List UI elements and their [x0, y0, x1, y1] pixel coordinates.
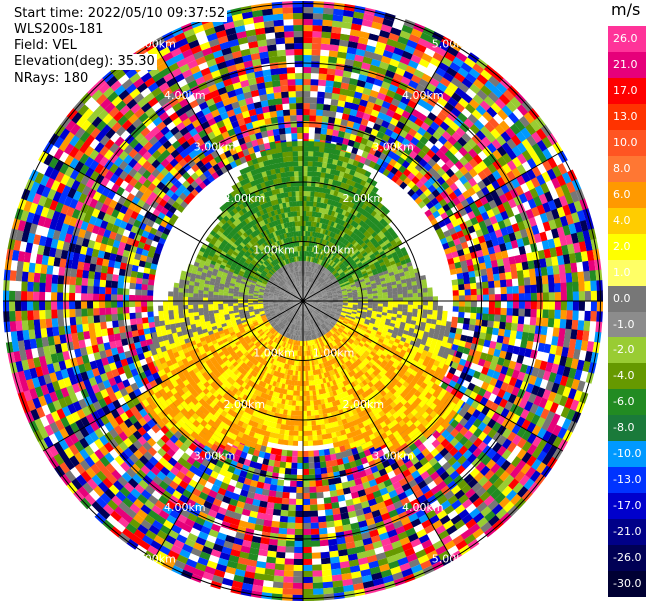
range-ring-label: 5.00km	[432, 553, 474, 566]
colorbar-segment	[608, 493, 646, 520]
colorbar-tick-label: 1.0	[613, 266, 631, 279]
range-ring-label: 3.00km	[372, 450, 414, 463]
colorbar-segment	[608, 26, 646, 53]
colorbar-segment	[608, 571, 646, 598]
azimuth-spoke	[42, 300, 304, 452]
range-ring-label: 4.00km	[164, 89, 206, 102]
colorbar-tick-label: 0.0	[613, 292, 631, 305]
colorbar-tick-label: 6.0	[613, 188, 631, 201]
colorbar-segment	[608, 233, 646, 261]
azimuth-spoke	[302, 300, 454, 562]
colorbar-tick-label: 8.0	[613, 162, 631, 175]
colorbar-tick-label: -4.0	[613, 369, 634, 382]
colorbar-segment	[608, 207, 646, 235]
colorbar-segment	[608, 129, 646, 157]
colorbar-segment	[608, 389, 646, 416]
colorbar-segment	[608, 181, 646, 209]
colorbar-segment	[608, 519, 646, 546]
range-ring-labels: 1.00km 1.00km 1.00km 1.00km 2.00km 2.00km 2.00…	[134, 37, 473, 565]
range-ring-label: 2.00km	[224, 398, 266, 411]
colorbar-unit: m/s	[611, 0, 640, 19]
colorbar-segment	[608, 259, 646, 287]
range-ring-label: 2.00km	[343, 192, 385, 205]
range-ring-label: 5.00km	[134, 37, 176, 50]
colorbar-segment	[608, 51, 646, 79]
colorbar-segment	[608, 103, 646, 131]
colorbar-tick-label: 4.0	[613, 214, 631, 227]
colorbar-tick-label: 2.0	[613, 240, 631, 253]
range-ring-label: 1.00km	[313, 243, 355, 256]
colorbar-segment	[608, 467, 646, 494]
colorbar-tick-label: -13.0	[613, 473, 641, 486]
azimuth-spoke	[302, 150, 564, 302]
range-ring-grid	[3, 1, 603, 601]
range-ring-label: 1.00km	[253, 347, 295, 360]
colorbar-segment	[608, 77, 646, 105]
range-ring-label: 2.00km	[224, 192, 266, 205]
range-ring-label: 4.00km	[402, 501, 444, 514]
colorbar-segment	[608, 363, 646, 390]
colorbar-segment	[608, 285, 646, 312]
colorbar-tick-label: 17.0	[613, 84, 638, 97]
colorbar-tick-label: -30.0	[613, 577, 641, 590]
colorbar-tick-label: -2.0	[613, 343, 634, 356]
colorbar-tick-label: -26.0	[613, 551, 641, 564]
colorbar-tick-label: -1.0	[613, 318, 634, 331]
colorbar-tick-label: -17.0	[613, 499, 641, 512]
elevation-label: Elevation(deg): 35.30	[12, 54, 157, 70]
colorbar-tick-label: 13.0	[613, 110, 638, 123]
colorbar-tick-label: -6.0	[613, 395, 634, 408]
range-ring-label: 5.00km	[134, 553, 176, 566]
instrument-label: WLS200s-181	[12, 22, 106, 38]
range-ring-label: 3.00km	[194, 140, 236, 153]
azimuth-spoke	[302, 300, 564, 452]
range-ring-label: 1.00km	[313, 347, 355, 360]
range-ring-label: 4.00km	[402, 89, 444, 102]
velocity-field	[138, 140, 465, 451]
colorbar-tick-label: 26.0	[613, 32, 638, 45]
range-ring-label: 5.00km	[432, 37, 474, 50]
colorbar-segment	[608, 441, 646, 468]
azimuth-spoke	[42, 150, 304, 302]
range-ring-label: 4.00km	[164, 501, 206, 514]
field-label: Field: VEL	[12, 38, 79, 54]
noise-rings	[3, 0, 603, 601]
radar-ppi-display: 1.00km 1.00km 1.00km 1.00km 2.00km 2.00km 2.00…	[3, 0, 603, 601]
range-ring-label: 2.00km	[343, 398, 385, 411]
azimuth-spoke	[152, 40, 304, 302]
range-ring-label: 3.00km	[194, 450, 236, 463]
colorbar-tick-label: -21.0	[613, 525, 641, 538]
colorbar-tick-label: -10.0	[613, 447, 641, 460]
colorbar-tick-label: 21.0	[613, 58, 638, 71]
colorbar-segment	[608, 415, 646, 442]
range-ring-label: 1.00km	[253, 243, 295, 256]
colorbar-tick-label: -8.0	[613, 421, 634, 434]
nrays-label: NRays: 180	[12, 71, 91, 87]
azimuth-spoke	[302, 40, 454, 302]
colorbar-segment	[608, 155, 646, 183]
colorbar-segment	[608, 545, 646, 572]
colorbar-tick-label: 10.0	[613, 136, 638, 149]
colorbar-segment	[608, 311, 646, 338]
range-ring-label: 3.00km	[372, 140, 414, 153]
start-time-label: Start time: 2022/05/10 09:37:52	[12, 6, 228, 22]
colorbar-segment	[608, 337, 646, 364]
azimuth-spoke	[152, 300, 304, 562]
